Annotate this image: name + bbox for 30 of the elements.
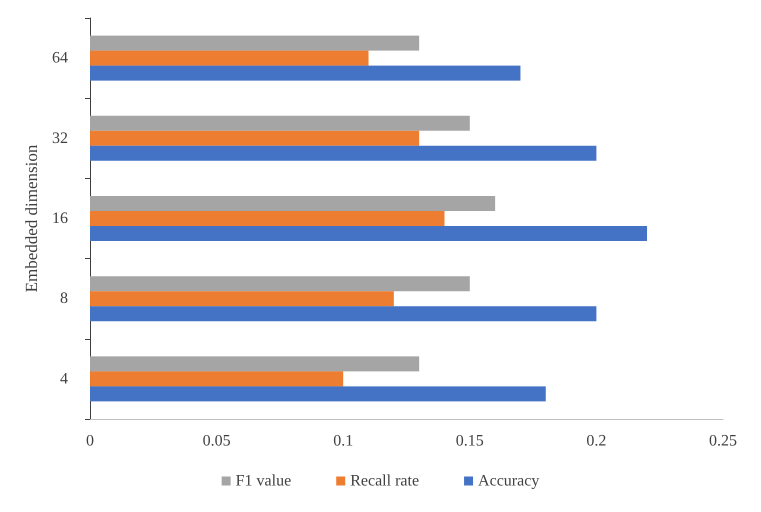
x-tick-label: 0.15 xyxy=(456,432,484,450)
bar xyxy=(90,146,596,161)
bar xyxy=(90,196,496,211)
x-tick-label: 0.05 xyxy=(202,432,231,450)
bar xyxy=(90,116,470,131)
bar xyxy=(90,276,470,292)
y-tick-label: 4 xyxy=(60,370,68,388)
bar xyxy=(90,211,444,226)
legend-label: Accuracy xyxy=(478,472,540,490)
bar xyxy=(90,356,420,372)
x-tick-label: 0.1 xyxy=(333,432,354,450)
y-tick-label: 16 xyxy=(52,210,68,227)
x-tick-label: 0.2 xyxy=(586,432,606,450)
x-tick-label: 0.25 xyxy=(709,432,737,450)
bar xyxy=(90,50,369,66)
bar xyxy=(90,130,420,146)
bar xyxy=(90,306,596,322)
legend-label: Recall rate xyxy=(350,472,420,490)
bar xyxy=(90,36,420,51)
y-tick-label: 64 xyxy=(52,50,68,67)
bar xyxy=(90,66,520,81)
y-axis-title: Embedded dimension xyxy=(22,144,41,292)
bar xyxy=(90,371,344,386)
y-tick-label: 8 xyxy=(60,290,68,308)
legend-label: F1 value xyxy=(236,472,292,490)
x-tick-label: 0 xyxy=(86,432,94,450)
y-tick-label: 32 xyxy=(52,130,68,147)
bar xyxy=(90,291,394,306)
bar xyxy=(90,386,546,402)
bar xyxy=(90,226,648,241)
